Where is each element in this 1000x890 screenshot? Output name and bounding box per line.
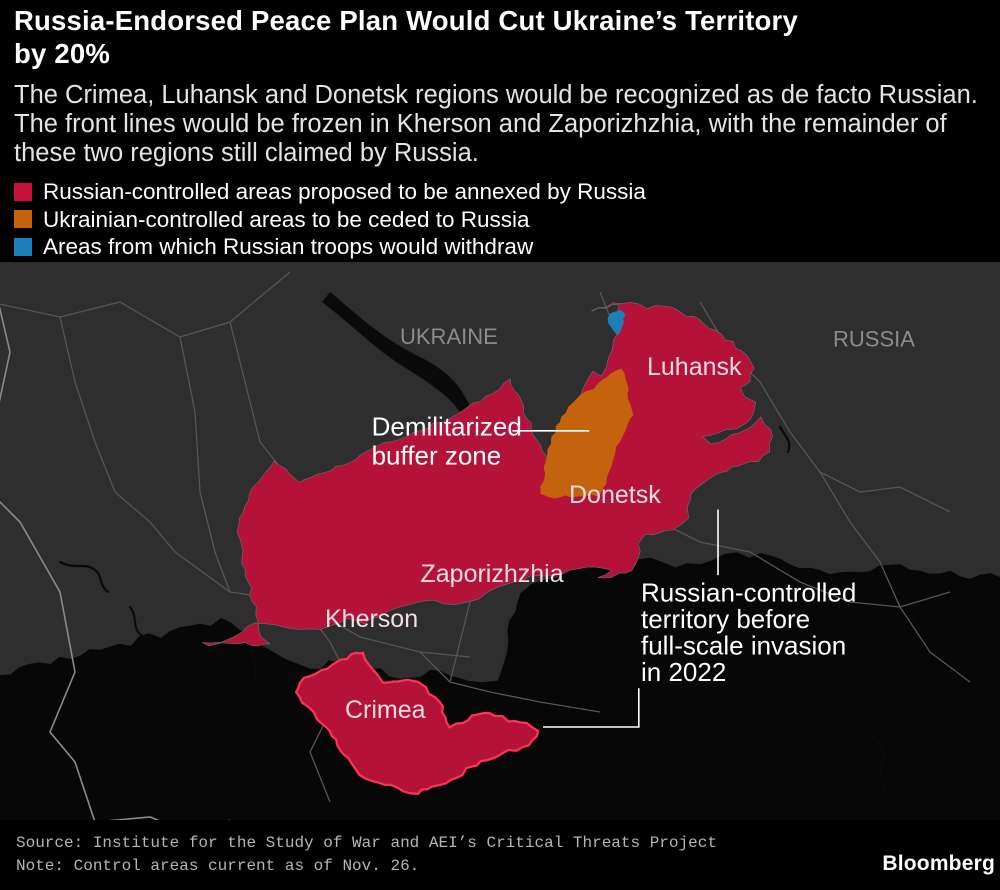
svg-text:Kherson: Kherson [325, 605, 418, 633]
svg-text:Demilitarized: Demilitarized [372, 412, 522, 442]
svg-text:territory before: territory before [641, 604, 810, 634]
svg-text:in 2022: in 2022 [641, 657, 726, 687]
svg-text:Zaporizhzhia: Zaporizhzhia [421, 560, 564, 588]
svg-text:Donetsk: Donetsk [569, 481, 661, 509]
svg-text:Crimea: Crimea [345, 696, 426, 724]
svg-text:RUSSIA: RUSSIA [833, 327, 915, 352]
svg-text:full-scale invasion: full-scale invasion [641, 631, 846, 661]
svg-text:UKRAINE: UKRAINE [400, 324, 498, 349]
svg-text:buffer zone: buffer zone [372, 441, 502, 471]
svg-text:Luhansk: Luhansk [647, 353, 742, 381]
svg-text:Russian-controlled: Russian-controlled [641, 577, 856, 607]
